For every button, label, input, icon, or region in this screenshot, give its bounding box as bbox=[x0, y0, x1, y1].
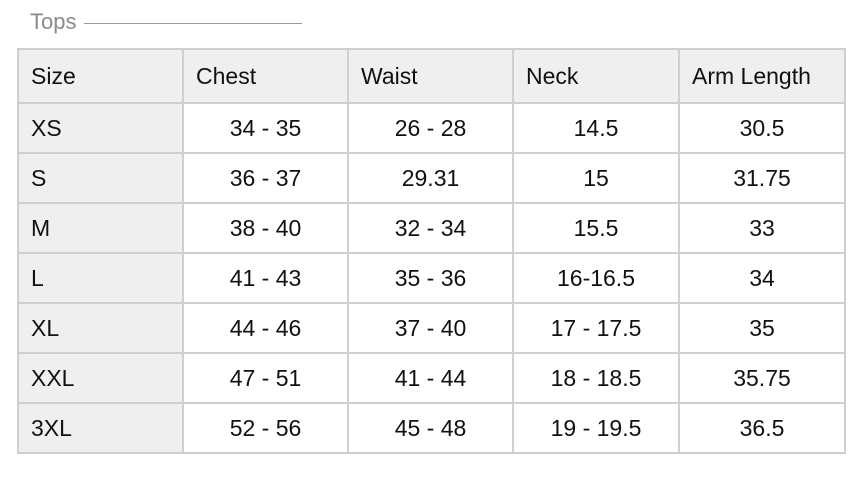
chest-cell: 47 - 51 bbox=[182, 352, 349, 404]
size-cell: L bbox=[17, 252, 184, 304]
table-row: M 38 - 40 32 - 34 15.5 33 bbox=[17, 202, 846, 254]
waist-cell: 45 - 48 bbox=[347, 402, 514, 454]
header-neck: Neck bbox=[512, 48, 680, 104]
waist-cell: 26 - 28 bbox=[347, 102, 514, 154]
size-cell: XXL bbox=[17, 352, 184, 404]
heading-rule bbox=[84, 22, 303, 24]
neck-cell: 18 - 18.5 bbox=[512, 352, 680, 404]
arm-length-cell: 33 bbox=[678, 202, 846, 254]
header-size: Size bbox=[17, 48, 184, 104]
arm-length-cell: 36.5 bbox=[678, 402, 846, 454]
neck-cell: 17 - 17.5 bbox=[512, 302, 680, 354]
waist-cell: 41 - 44 bbox=[347, 352, 514, 404]
neck-cell: 14.5 bbox=[512, 102, 680, 154]
waist-cell: 35 - 36 bbox=[347, 252, 514, 304]
arm-length-cell: 30.5 bbox=[678, 102, 846, 154]
table-row: S 36 - 37 29.31 15 31.75 bbox=[17, 152, 846, 204]
size-cell: XS bbox=[17, 102, 184, 154]
table-row: 3XL 52 - 56 45 - 48 19 - 19.5 36.5 bbox=[17, 402, 846, 454]
chest-cell: 52 - 56 bbox=[182, 402, 349, 454]
neck-cell: 15 bbox=[512, 152, 680, 204]
arm-length-cell: 35.75 bbox=[678, 352, 846, 404]
chest-cell: 44 - 46 bbox=[182, 302, 349, 354]
neck-cell: 16-16.5 bbox=[512, 252, 680, 304]
waist-cell: 37 - 40 bbox=[347, 302, 514, 354]
size-cell: M bbox=[17, 202, 184, 254]
section-title: Tops bbox=[30, 9, 77, 34]
waist-cell: 29.31 bbox=[347, 152, 514, 204]
arm-length-cell: 34 bbox=[678, 252, 846, 304]
chest-cell: 36 - 37 bbox=[182, 152, 349, 204]
size-cell: XL bbox=[17, 302, 184, 354]
table-row: L 41 - 43 35 - 36 16-16.5 34 bbox=[17, 252, 846, 304]
waist-cell: 32 - 34 bbox=[347, 202, 514, 254]
table-row: XS 34 - 35 26 - 28 14.5 30.5 bbox=[17, 102, 846, 154]
size-cell: 3XL bbox=[17, 402, 184, 454]
header-arm-length: Arm Length bbox=[678, 48, 846, 104]
chest-cell: 38 - 40 bbox=[182, 202, 349, 254]
size-cell: S bbox=[17, 152, 184, 204]
section-heading: Tops bbox=[30, 8, 303, 36]
table-row: XXL 47 - 51 41 - 44 18 - 18.5 35.75 bbox=[17, 352, 846, 404]
neck-cell: 19 - 19.5 bbox=[512, 402, 680, 454]
arm-length-cell: 35 bbox=[678, 302, 846, 354]
header-chest: Chest bbox=[182, 48, 349, 104]
neck-cell: 15.5 bbox=[512, 202, 680, 254]
chest-cell: 41 - 43 bbox=[182, 252, 349, 304]
chest-cell: 34 - 35 bbox=[182, 102, 349, 154]
table-row: XL 44 - 46 37 - 40 17 - 17.5 35 bbox=[17, 302, 846, 354]
arm-length-cell: 31.75 bbox=[678, 152, 846, 204]
header-waist: Waist bbox=[347, 48, 514, 104]
table-header-row: Size Chest Waist Neck Arm Length bbox=[17, 48, 846, 104]
size-chart-table: Size Chest Waist Neck Arm Length XS 34 -… bbox=[17, 48, 846, 454]
